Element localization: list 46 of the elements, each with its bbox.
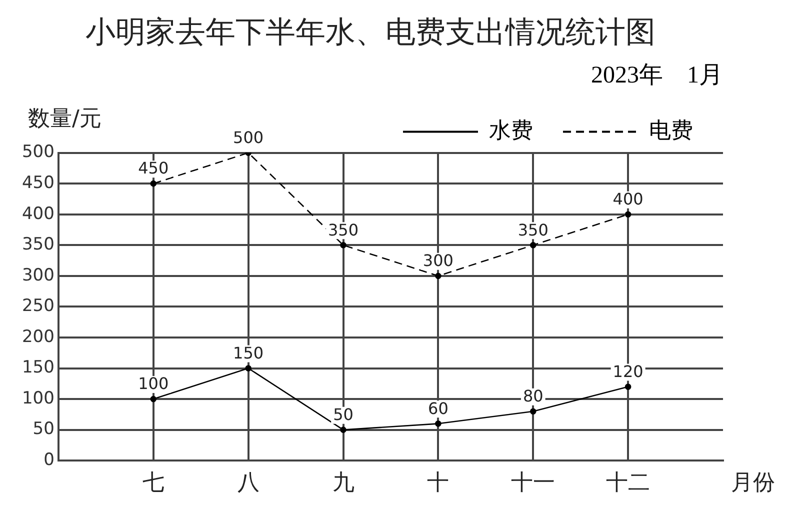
data-label: 80 (522, 386, 544, 406)
y-tick-label: 150 (22, 358, 54, 378)
data-label: 60 (428, 398, 448, 418)
data-label: 300 (422, 251, 454, 270)
data-label: 500 (233, 128, 264, 147)
point (150, 180, 157, 187)
point (530, 242, 536, 248)
point (624, 211, 632, 218)
y-tick-label: 400 (22, 204, 54, 224)
data-label: 400 (612, 190, 644, 209)
chart-subtitle: 2023年 1月 (591, 62, 723, 89)
point (530, 408, 536, 414)
data-label: 450 (138, 158, 169, 178)
x-tick-label: 八 (237, 470, 260, 496)
legend-label: 水费 (489, 118, 533, 144)
data-label: 150 (233, 343, 264, 362)
point (150, 396, 157, 402)
y-tick-label: 350 (22, 234, 54, 255)
point (340, 242, 346, 248)
chart-title: 小明家去年下半年水、电费支出情况统计图 (86, 14, 656, 50)
y-tick-label: 250 (22, 296, 54, 316)
data-label: 350 (328, 220, 359, 240)
data-label: 120 (612, 362, 644, 381)
y-tick-label: 450 (22, 173, 54, 193)
point (435, 272, 442, 280)
x-tick-label: 十二 (606, 470, 650, 496)
y-tick-label: 0 (44, 450, 54, 470)
y-axis-title: 数量/元 (28, 106, 102, 132)
data-label: 100 (138, 374, 169, 394)
x-axis-title: 月份 (731, 470, 775, 496)
y-tick-label: 500 (22, 142, 54, 162)
point (245, 365, 252, 372)
y-tick-label: 300 (22, 265, 54, 286)
legend-label: 电费 (649, 118, 693, 144)
y-tick-label: 100 (22, 388, 54, 408)
x-tick-label: 九 (332, 470, 354, 496)
point (624, 384, 632, 390)
x-tick-label: 七 (142, 470, 164, 496)
y-tick-label: 50 (32, 419, 54, 440)
data-label: 50 (333, 404, 354, 424)
x-tick-label: 十 (427, 470, 450, 496)
x-tick-label: 十一 (511, 470, 556, 496)
point (340, 426, 346, 433)
point (435, 420, 442, 427)
data-label: 350 (518, 220, 548, 240)
y-tick-label: 200 (22, 326, 54, 347)
